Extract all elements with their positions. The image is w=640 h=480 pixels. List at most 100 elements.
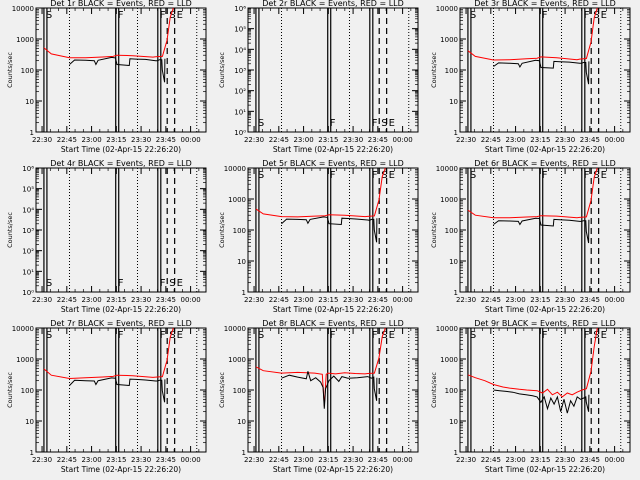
y-tick-label: 10³ [22,227,34,235]
y-tick-label: 1000 [440,36,458,44]
marker-label-f: F [372,330,378,341]
y-tick-label: 1 [242,449,246,457]
chart-title: Det 2r BLACK = Events, RED = LLD [262,0,404,8]
x-axis-label: Start Time (02-Apr-15 22:26:20) [61,145,181,154]
x-tick-label: 23:30 [343,296,363,304]
y-tick-label: 100 [445,67,458,75]
y-tick-label: 10000 [436,165,458,173]
x-tick-label: 23:30 [343,456,363,464]
x-tick-label: 23:30 [131,296,151,304]
marker-label-f: F [118,278,124,289]
panel-det-7: Det 7r BLACK = Events, RED = LLD Start Ti… [6,319,207,474]
y-axis-label: Counts/sec [218,372,226,408]
panel-det-9: Det 9r BLACK = Events, RED = LLD Start Ti… [430,319,631,474]
marker-label-f: F [542,10,548,21]
y-tick-label: 100 [445,387,458,395]
y-axis-label: Counts/sec [218,212,226,248]
marker-label-s: S [46,10,52,21]
x-tick-label: 23:00 [81,296,101,304]
y-tick-label: 10 [237,258,246,266]
x-tick-label: 22:45 [481,456,501,464]
x-tick-label: 23:00 [293,296,313,304]
y-tick-label: 10000 [436,5,458,13]
marker-label-s: S [381,330,387,341]
x-tick-label: 23:15 [106,456,126,464]
marker-label-e: E [389,118,395,129]
x-axis-label: Start Time (02-Apr-15 22:26:20) [61,465,181,474]
y-tick-label: 10000 [12,5,34,13]
marker-label-e: E [601,330,607,341]
series-lld-line [43,7,174,59]
y-tick-label: 1 [454,289,458,297]
marker-label-s: S [593,170,599,181]
y-axis-label: Counts/sec [6,52,14,88]
x-tick-label: 22:30 [456,456,476,464]
y-tick-label: 10⁶ [22,165,34,173]
panel-det-6: Det 6r BLACK = Events, RED = LLD Start Ti… [430,159,631,314]
y-axis-label: Counts/sec [430,212,438,248]
y-tick-label: 100 [233,227,246,235]
marker-label-f: F [372,118,378,129]
panel-det-3: Det 3r BLACK = Events, RED = LLD Start Ti… [430,0,631,154]
chart-title: Det 5r BLACK = Events, RED = LLD [262,159,404,168]
x-tick-label: 22:30 [244,296,264,304]
marker-label-s: S [470,330,476,341]
x-tick-label: 00:00 [393,296,413,304]
x-tick-label: 23:45 [580,456,600,464]
series-lld-line [255,167,386,218]
y-tick-label: 1000 [16,36,34,44]
x-tick-label: 23:15 [530,456,550,464]
x-axis-label: Start Time (02-Apr-15 22:26:20) [61,305,181,314]
series-lld-line [467,7,598,61]
x-tick-label: 23:30 [131,456,151,464]
x-tick-label: 23:30 [555,296,575,304]
x-tick-label: 23:45 [156,296,176,304]
marker-label-f: F [584,330,590,341]
marker-label-e: E [177,278,183,289]
marker-label-f: F [118,330,124,341]
marker-label-s: S [46,278,52,289]
y-tick-label: 1 [30,129,34,137]
y-tick-label: 10² [234,88,246,96]
x-tick-label: 23:30 [131,136,151,144]
x-tick-label: 23:15 [106,296,126,304]
y-tick-label: 100 [445,227,458,235]
x-tick-label: 23:00 [293,456,313,464]
panel-det-8: Det 8r BLACK = Events, RED = LLD Start Ti… [218,319,419,474]
marker-label-s: S [470,170,476,181]
y-axis-label: Counts/sec [6,212,14,248]
y-tick-label: 10⁰ [22,289,34,297]
marker-label-e: E [601,10,607,21]
series-lld-line [467,167,598,219]
marker-label-f: F [372,170,378,181]
x-tick-label: 22:45 [481,136,501,144]
y-tick-label: 10¹ [22,268,34,276]
marker-label-s: S [169,10,175,21]
marker-label-f: F [160,278,166,289]
x-axis-label: Start Time (02-Apr-15 22:26:20) [485,305,605,314]
y-tick-label: 1000 [440,356,458,364]
x-tick-label: 22:45 [57,296,77,304]
y-tick-label: 10000 [436,325,458,333]
x-tick-label: 22:45 [57,456,77,464]
x-tick-label: 23:15 [530,136,550,144]
marker-label-f: F [584,170,590,181]
panel-det-5: Det 5r BLACK = Events, RED = LLD Start Ti… [218,159,419,314]
y-tick-label: 100 [21,67,34,75]
x-tick-label: 23:30 [555,456,575,464]
x-tick-label: 23:00 [81,136,101,144]
x-tick-label: 23:45 [368,456,388,464]
y-tick-label: 1 [454,129,458,137]
x-tick-label: 00:00 [393,456,413,464]
x-tick-label: 23:30 [343,136,363,144]
panel-det-2: Det 2r BLACK = Events, RED = LLD Start Ti… [218,0,419,154]
series-events-line [493,217,590,244]
y-tick-label: 10⁵ [234,26,246,34]
x-tick-label: 23:45 [368,296,388,304]
y-tick-label: 1 [454,449,458,457]
x-tick-label: 22:30 [244,456,264,464]
y-tick-label: 10 [25,98,34,106]
y-tick-label: 1 [30,449,34,457]
